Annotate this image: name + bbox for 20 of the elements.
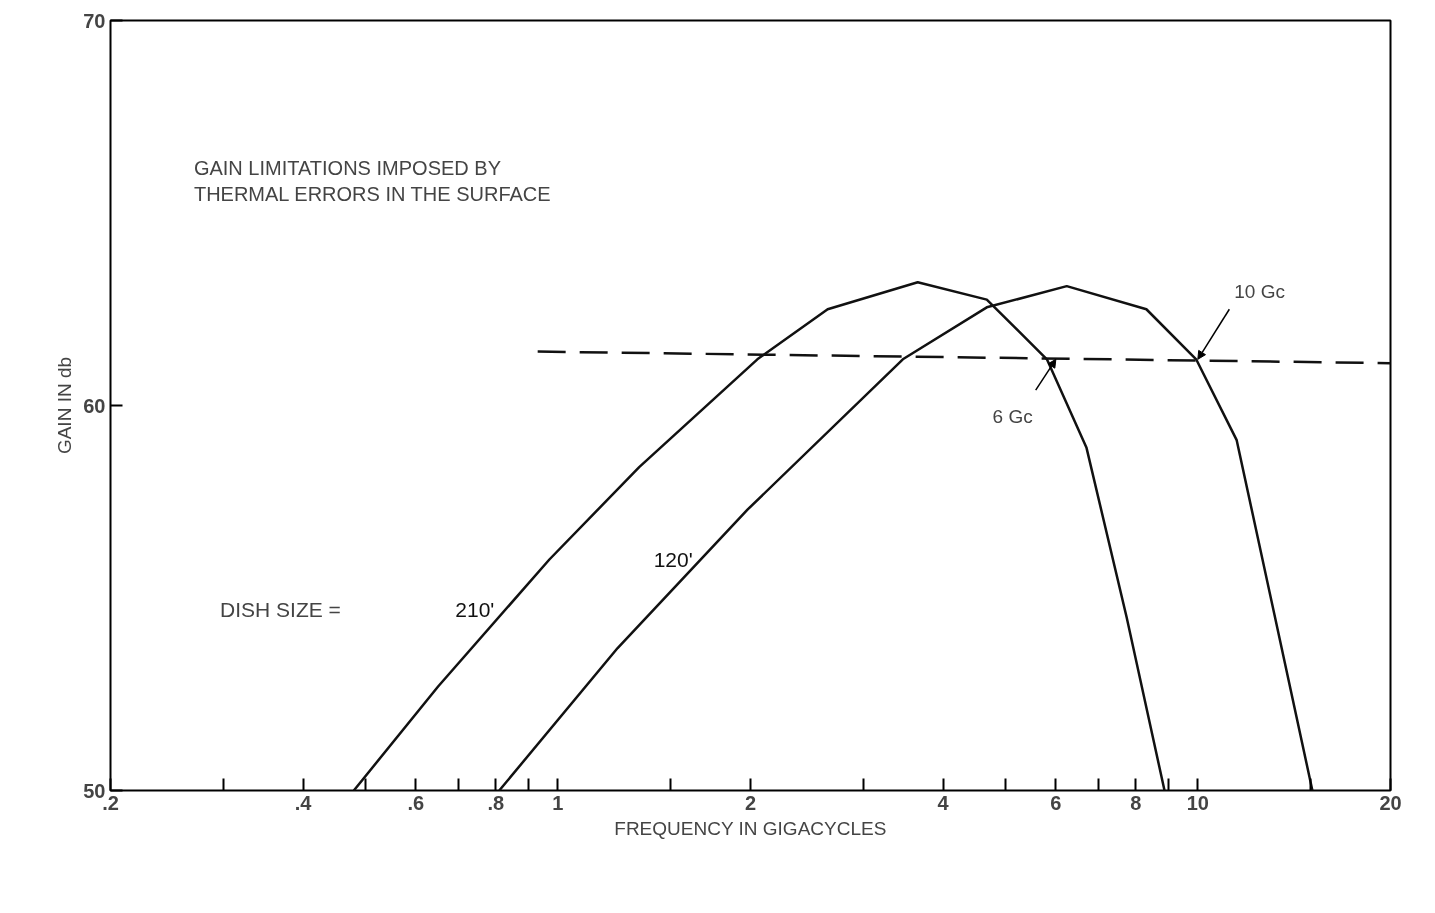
y-tick-label: 70 bbox=[83, 9, 106, 32]
y-axis-title: GAIN IN db bbox=[54, 356, 76, 455]
series-label: 120' bbox=[653, 548, 693, 572]
x-tick-label: 6 bbox=[1050, 791, 1062, 814]
x-tick-label: .8 bbox=[487, 791, 505, 814]
x-tick-label: 20 bbox=[1379, 791, 1402, 814]
x-tick-label: 2 bbox=[744, 791, 757, 814]
x-tick-label: 4 bbox=[937, 791, 950, 814]
x-tick-label: 10 bbox=[1186, 791, 1209, 814]
x-tick-label: .4 bbox=[294, 791, 313, 814]
series-label: 210' bbox=[455, 598, 495, 622]
annotation: DISH SIZE = bbox=[220, 598, 341, 622]
x-tick-label: 1 bbox=[552, 791, 564, 814]
annotation: 6 Gc bbox=[992, 405, 1033, 427]
annotation: 10 Gc bbox=[1234, 280, 1285, 302]
x-tick-label: 8 bbox=[1130, 791, 1142, 814]
annotation: GAIN LIMITATIONS IMPOSED BY THERMAL ERRORS IN THE SURFACE bbox=[193, 156, 551, 206]
x-axis-title: FREQUENCY IN GIGACYCLES bbox=[614, 817, 887, 839]
y-tick-label: 60 bbox=[83, 394, 106, 417]
x-tick-label: .6 bbox=[407, 791, 425, 814]
